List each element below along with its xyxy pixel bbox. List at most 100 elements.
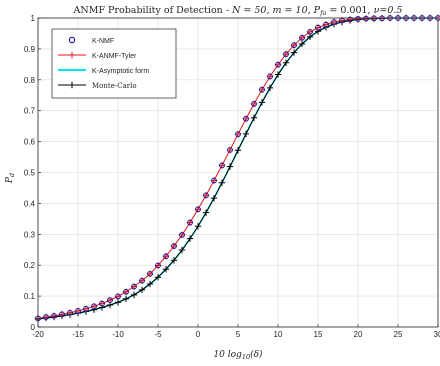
- y-tick-label: 0.2: [24, 261, 36, 270]
- title-n: N = 50,: [231, 5, 272, 16]
- circle-marker: [363, 15, 369, 22]
- circle-marker: [171, 243, 177, 249]
- x-tick-label: 10: [274, 330, 283, 339]
- xlabel-post: (δ): [250, 349, 263, 360]
- circle-marker: [67, 309, 73, 316]
- legend-box: [51, 28, 177, 99]
- legend-entry: K-NMF: [68, 36, 114, 45]
- title-prefix: ANMF Probability of Detection -: [73, 5, 233, 16]
- plus-marker: [210, 194, 218, 202]
- circle-marker: [243, 115, 249, 122]
- title-pfa-val: = 0.001,: [326, 5, 373, 16]
- plus-marker: [154, 274, 162, 281]
- circle-marker: [99, 300, 105, 307]
- circle-marker: [251, 101, 257, 107]
- y-tick-label: 0.7: [24, 107, 36, 116]
- x-tick-label: -20: [32, 330, 44, 339]
- circle-marker: [187, 219, 193, 226]
- plus-marker: [226, 163, 234, 170]
- circle-marker: [155, 262, 161, 269]
- plus-marker: [130, 291, 138, 299]
- circle-marker: [323, 21, 329, 28]
- title-nu: ν=0.5: [374, 5, 403, 16]
- circle-marker: [267, 73, 273, 80]
- circle-marker: [219, 162, 225, 169]
- x-tick-label: -10: [112, 330, 124, 339]
- x-tick-label: 5: [236, 330, 241, 339]
- legend-label: K-ANMF-Tyler: [92, 53, 137, 60]
- x-tick-label: 15: [314, 330, 323, 339]
- plus-marker: [186, 235, 194, 242]
- circle-marker: [139, 277, 145, 284]
- plus-marker: [162, 266, 170, 273]
- circle-marker: [179, 232, 185, 238]
- legend-entry: K-Asymptotic form: [58, 68, 149, 75]
- legend-label: Monte-Carlo: [92, 82, 137, 90]
- plus-marker: [266, 84, 274, 92]
- plus-marker: [242, 130, 250, 138]
- x-tick-label: -5: [154, 330, 162, 339]
- legend-label: K-NMF: [92, 38, 114, 45]
- plus-marker: [258, 99, 266, 106]
- plus-marker: [282, 59, 290, 67]
- circle-marker: [147, 270, 153, 277]
- plus-marker: [122, 295, 130, 303]
- circle-marker: [123, 288, 129, 295]
- y-tick-label: 0.4: [24, 199, 36, 208]
- ticks: -20 -15 -10 -5 0 5 10 15 20 25 30 0 0.1 0.2 0.3 0.4 0.5 0…: [24, 14, 440, 339]
- circle-marker: [299, 34, 305, 41]
- y-tick-label: 0.5: [24, 169, 36, 178]
- circle-marker: [307, 29, 313, 35]
- plus-marker: [218, 179, 226, 186]
- legend-swatch: [68, 36, 76, 44]
- legend: K-NMF K-ANMF-Tyler K-Asymptotic form Monte-…: [51, 28, 177, 99]
- circle-marker: [43, 314, 49, 321]
- plus-marker: [202, 209, 210, 216]
- y-tick-label: 0.1: [24, 292, 36, 301]
- circle-marker: [355, 16, 361, 22]
- circle-marker: [51, 312, 57, 319]
- chart-title: ANMF Probability of Detection - N = 50, …: [73, 5, 403, 17]
- circle-marker: [91, 303, 97, 310]
- circle-marker: [259, 86, 265, 93]
- legend-plus-marker: [68, 51, 76, 59]
- circle-marker: [347, 16, 353, 23]
- title-pfa-sub: fa: [319, 9, 326, 17]
- y-tick-label: 0.9: [24, 45, 36, 54]
- y-tick-label: 0.8: [24, 76, 36, 85]
- circle-marker: [211, 177, 217, 184]
- plus-marker: [290, 49, 298, 56]
- plus-marker: [178, 246, 186, 254]
- xlabel-pre: 10 log: [213, 350, 242, 360]
- title-m: m = 10,: [273, 5, 314, 16]
- circle-marker: [315, 24, 321, 31]
- y-tick-label: 1: [31, 14, 36, 23]
- circle-marker: [75, 308, 81, 314]
- plus-marker: [146, 280, 154, 288]
- x-tick-label: -15: [72, 330, 84, 339]
- circle-marker: [115, 293, 121, 300]
- legend-entry: K-ANMF-Tyler: [58, 51, 137, 60]
- plus-marker: [170, 257, 178, 264]
- plus-marker: [298, 40, 306, 48]
- plus-marker: [234, 147, 242, 154]
- circle-marker: [59, 311, 65, 318]
- circle-marker: [291, 42, 297, 49]
- x-axis-label: 10 log10(δ): [213, 349, 263, 361]
- circle-marker: [163, 253, 169, 260]
- y-tick-label: 0: [31, 323, 36, 332]
- plus-marker: [114, 299, 122, 306]
- legend-plus-marker: [68, 81, 76, 89]
- circle-marker: [283, 51, 289, 58]
- circle-marker: [227, 147, 233, 153]
- plus-marker: [194, 223, 202, 230]
- plus-marker: [138, 286, 146, 294]
- y-tick-label: 0.6: [24, 138, 36, 147]
- legend-label: K-Asymptotic form: [92, 68, 149, 75]
- xlabel-sub: 10: [242, 353, 250, 361]
- x-tick-label: 20: [354, 330, 363, 339]
- circle-marker: [107, 297, 113, 304]
- circle-marker: [331, 19, 337, 25]
- plus-marker: [274, 71, 282, 78]
